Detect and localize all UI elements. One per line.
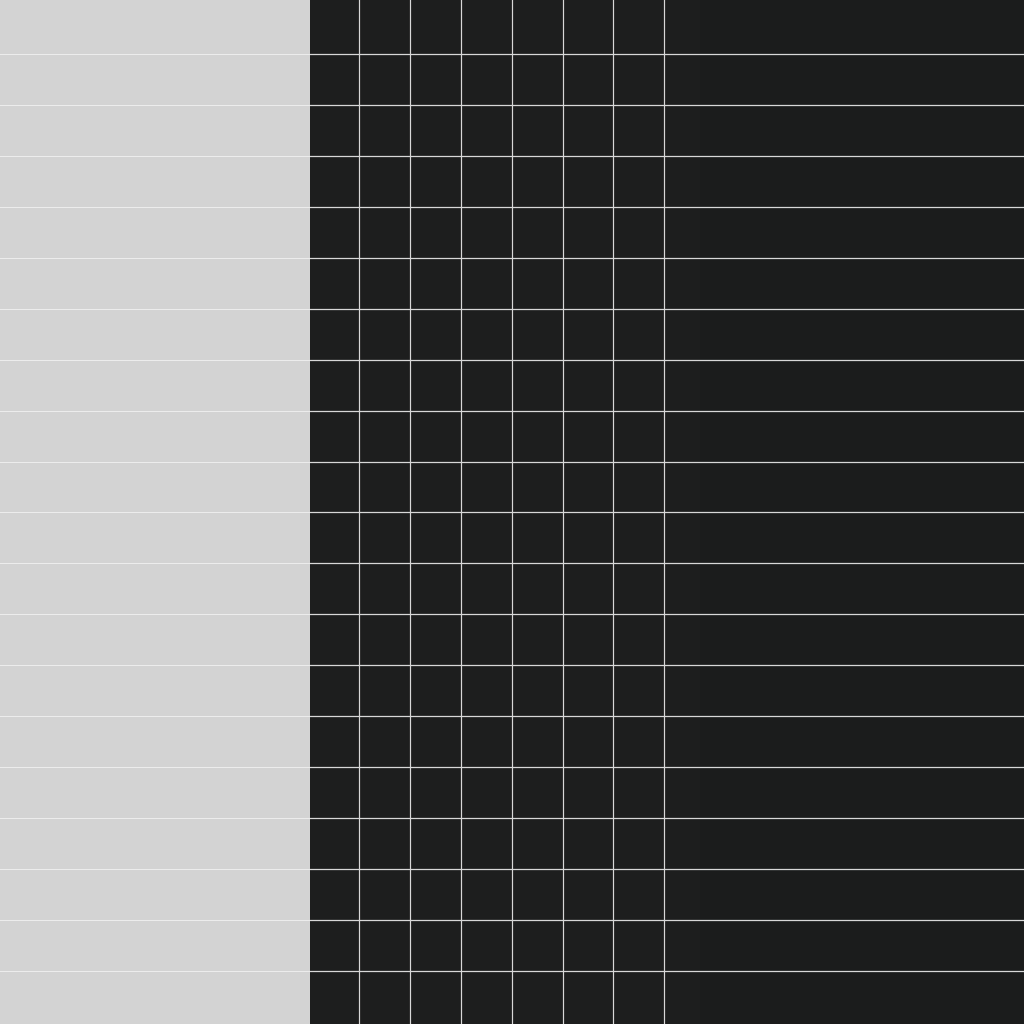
grid-lines xyxy=(0,0,1024,1024)
page: {} (() => { const ns = 'http://www.w3.or… xyxy=(0,0,1024,1024)
grid-scene xyxy=(0,0,1024,1024)
